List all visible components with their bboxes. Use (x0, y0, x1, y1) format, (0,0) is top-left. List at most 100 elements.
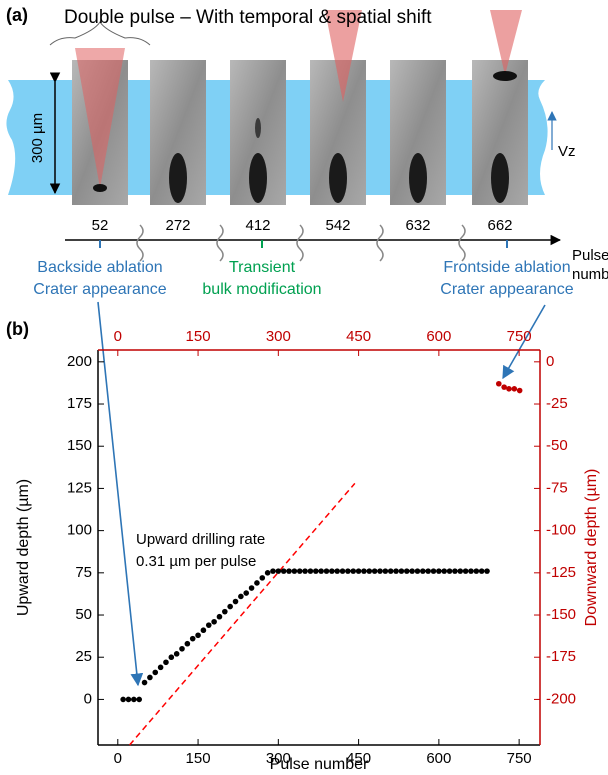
point (323, 568, 330, 574)
y2-tick-label: -50 (546, 437, 568, 454)
crater (329, 153, 347, 203)
point (377, 568, 383, 574)
point (371, 568, 378, 574)
x2-tick-label: 300 (266, 328, 291, 345)
point (478, 568, 485, 574)
point (131, 696, 137, 703)
y-tick-label: 200 (67, 353, 92, 370)
point (329, 568, 335, 574)
y2-tick-label: -25 (546, 395, 568, 412)
point (184, 640, 191, 647)
point (441, 568, 448, 574)
point (420, 568, 426, 574)
frame-label: 542 (325, 217, 350, 234)
annotation: Frontside ablation (443, 259, 570, 276)
y2-axis-title: Downward depth (µm) (583, 469, 600, 627)
point (339, 568, 346, 574)
pulse-shape (49, 21, 151, 46)
x2-tick-label: 450 (346, 328, 371, 345)
link-arrow (97, 301, 144, 687)
x-tick-label: 450 (346, 750, 371, 767)
point (157, 664, 164, 671)
point (302, 568, 308, 574)
x2-tick-label: 150 (186, 328, 211, 345)
point (232, 598, 239, 605)
point (248, 585, 255, 591)
laser-cone (325, 10, 362, 102)
point (446, 568, 453, 574)
point (205, 622, 212, 628)
x-tick-label: 750 (507, 750, 532, 767)
point (136, 696, 143, 703)
y2-tick-label: -125 (546, 564, 576, 581)
point (216, 613, 223, 620)
point (414, 568, 421, 574)
point (296, 568, 303, 574)
y2-tick-label: -150 (546, 606, 576, 623)
point (125, 696, 132, 703)
laser-cone (490, 10, 522, 75)
point (141, 679, 148, 686)
point (457, 568, 464, 574)
laser-cone (75, 48, 125, 188)
x-tick-label: 600 (426, 750, 451, 767)
point (243, 590, 250, 596)
point (366, 568, 373, 574)
y2-tick-label: -200 (546, 690, 576, 707)
point (189, 635, 196, 642)
y2-tick-label: 0 (546, 353, 554, 370)
point (382, 568, 389, 574)
point (254, 580, 260, 586)
point (147, 674, 153, 681)
point (163, 659, 169, 666)
point (222, 608, 228, 615)
point (516, 387, 523, 394)
point (275, 568, 282, 574)
point (430, 568, 437, 574)
x-tick-label: 300 (266, 750, 291, 767)
point (291, 568, 298, 574)
crater (409, 153, 427, 203)
y2-tick-label: -175 (546, 648, 576, 665)
x2-tick-label: 750 (507, 328, 532, 345)
panel-label: (b) (6, 319, 29, 339)
point (409, 568, 415, 574)
point (495, 380, 502, 387)
x-tick-label: 0 (114, 750, 122, 767)
y-tick-label: 75 (75, 564, 92, 581)
panel-label: (a) (6, 5, 28, 25)
point (334, 568, 340, 574)
crater (249, 153, 267, 203)
annotation: Crater appearance (33, 281, 167, 298)
point (436, 568, 442, 574)
velocity-label: Vz (558, 143, 576, 160)
point (227, 603, 233, 610)
annotation: 0.31 µm per pulse (136, 553, 256, 570)
fit-line (129, 482, 356, 746)
point (387, 568, 394, 574)
link-arrow (502, 304, 546, 380)
y-tick-label: 175 (67, 395, 92, 412)
point (307, 568, 314, 574)
crater (93, 184, 107, 192)
point (393, 568, 399, 574)
frame-label: 272 (165, 217, 190, 234)
annotation: Backside ablation (37, 259, 162, 276)
y-tick-label: 0 (84, 690, 92, 707)
point (270, 568, 276, 574)
point (280, 568, 287, 574)
point (195, 632, 201, 639)
y-tick-label: 50 (75, 606, 92, 623)
point (462, 568, 469, 574)
point (259, 575, 266, 581)
annotation: Upward drilling rate (136, 531, 265, 548)
point (120, 696, 126, 703)
panel-title: Double pulse – With temporal & spatial s… (64, 7, 432, 28)
frame-label: 52 (92, 217, 109, 234)
x2-tick-label: 600 (426, 328, 451, 345)
crater (169, 153, 187, 203)
timeline-label: number (572, 266, 608, 283)
point (286, 568, 292, 574)
timeline-breaks (136, 224, 466, 262)
